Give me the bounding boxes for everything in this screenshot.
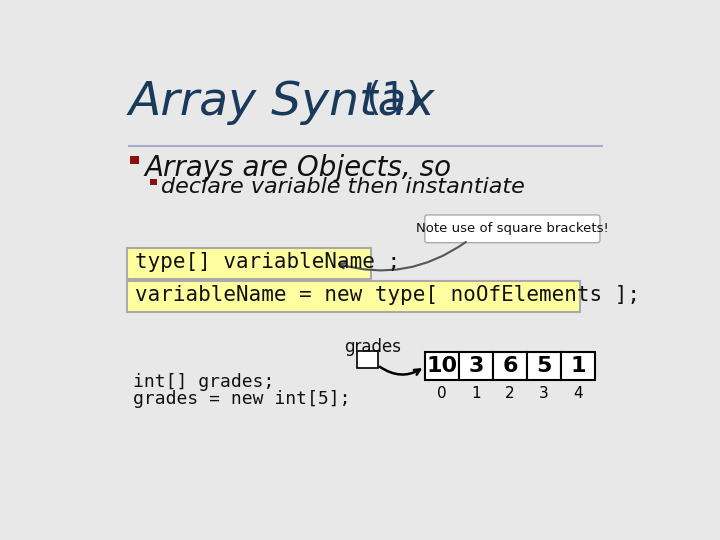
FancyBboxPatch shape [425,215,600,242]
Text: Note use of square brackets!: Note use of square brackets! [416,222,608,235]
Text: Arrays are Objects, so: Arrays are Objects, so [144,154,451,182]
FancyBboxPatch shape [561,352,595,380]
Text: grades = new int[5];: grades = new int[5]; [132,390,350,408]
FancyBboxPatch shape [493,352,527,380]
Text: 0: 0 [437,386,446,401]
FancyBboxPatch shape [459,352,493,380]
Text: 2: 2 [505,386,515,401]
Text: type[] variableName ;: type[] variableName ; [135,252,400,272]
Text: 1: 1 [471,386,481,401]
Text: 10: 10 [426,356,457,376]
FancyBboxPatch shape [527,352,561,380]
Text: variableName = new type[ noOfElements ];: variableName = new type[ noOfElements ]; [135,285,640,305]
Text: declare variable then instantiate: declare variable then instantiate [161,177,525,197]
Text: 5: 5 [536,356,552,376]
FancyBboxPatch shape [127,248,371,279]
FancyBboxPatch shape [127,281,580,312]
Text: Array Syntax: Array Syntax [129,80,436,125]
Text: 1: 1 [570,356,586,376]
Text: grades: grades [344,338,401,356]
Text: int[] grades;: int[] grades; [132,373,274,391]
Text: (1): (1) [354,80,421,118]
Text: 6: 6 [503,356,518,376]
FancyBboxPatch shape [130,156,139,164]
FancyBboxPatch shape [357,351,377,368]
Text: 3: 3 [539,386,549,401]
FancyBboxPatch shape [150,179,157,185]
FancyBboxPatch shape [425,352,459,380]
Text: 3: 3 [468,356,484,376]
Text: 4: 4 [573,386,583,401]
